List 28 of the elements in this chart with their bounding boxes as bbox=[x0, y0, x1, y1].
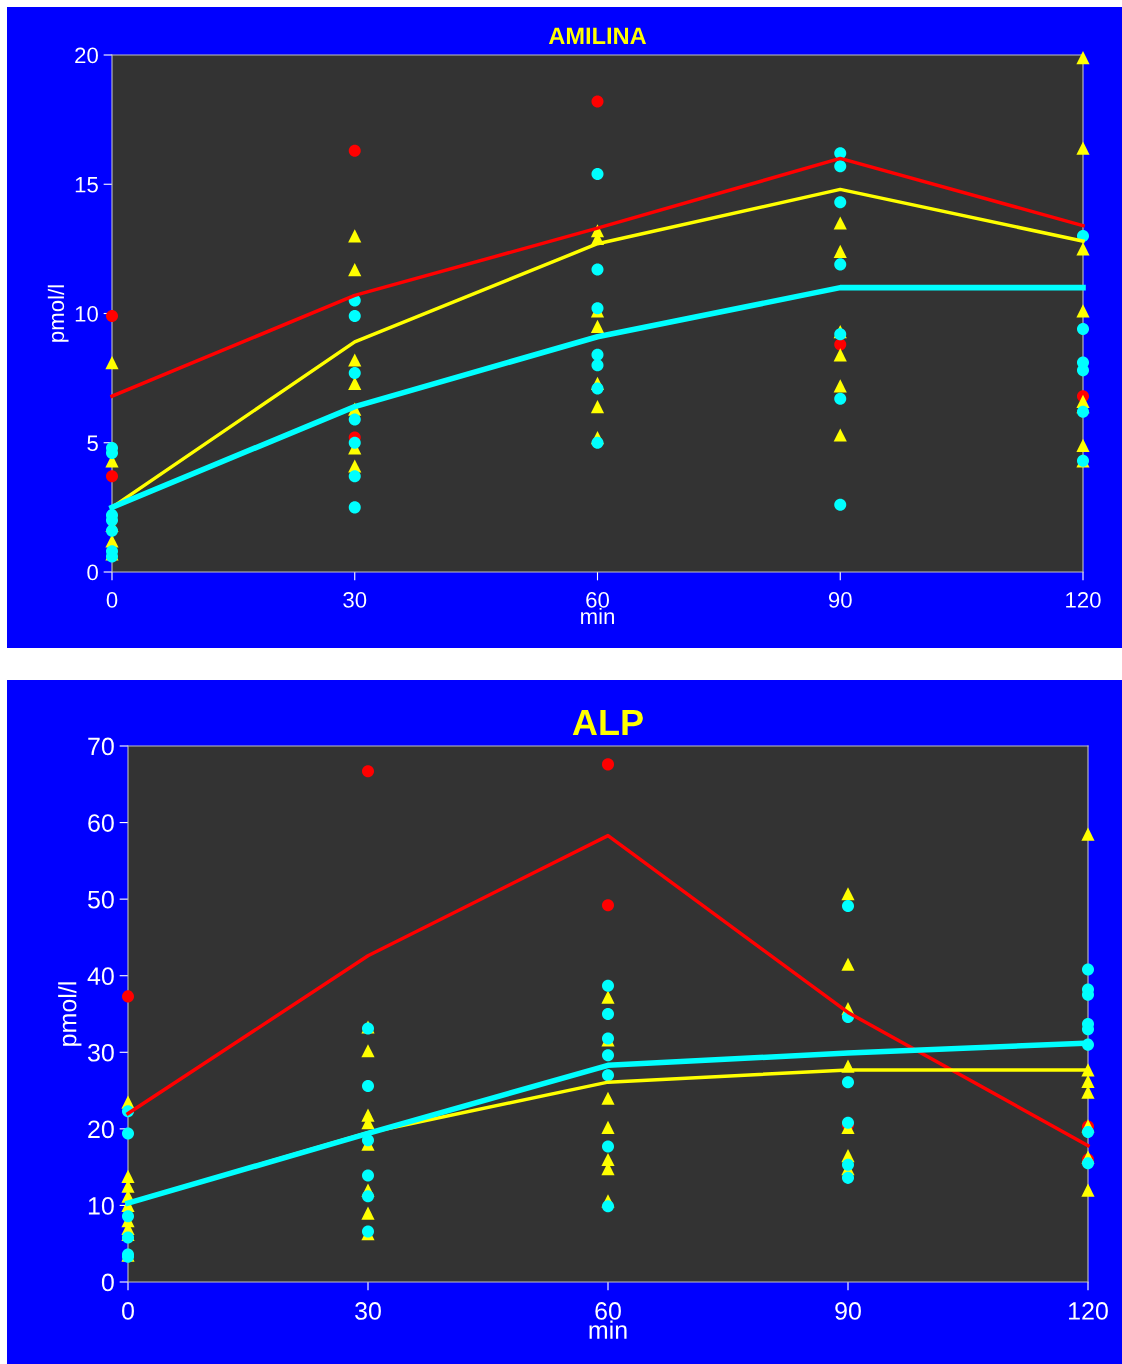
x-tick-label: 90 bbox=[828, 592, 852, 608]
x-tick-label: 0 bbox=[122, 1302, 134, 1320]
chart-title: AMILINA bbox=[548, 27, 647, 44]
x-tick-label: 30 bbox=[343, 592, 367, 608]
x-tick-label: 120 bbox=[1069, 1302, 1108, 1320]
x-tick-label: 120 bbox=[1066, 592, 1101, 608]
y-tick-label: 15 bbox=[75, 177, 98, 193]
x-tick-label: 30 bbox=[355, 1302, 381, 1320]
y-tick-label: 60 bbox=[88, 814, 114, 832]
y-axis-title: pmol/l bbox=[47, 285, 69, 342]
x-tick-label: 60 bbox=[586, 592, 609, 608]
y-tick-label: 30 bbox=[87, 1043, 114, 1062]
y-tick-label: 0 bbox=[101, 1273, 114, 1292]
y-tick-label: 70 bbox=[88, 737, 114, 756]
x-axis-title: min bbox=[589, 1320, 627, 1339]
y-tick-label: 5 bbox=[87, 435, 98, 452]
y-tick-label: 10 bbox=[75, 306, 98, 322]
y-axis-title: pmol/l bbox=[58, 982, 82, 1046]
y-tick-label: 50 bbox=[88, 890, 114, 909]
y-tick-label: 40 bbox=[87, 967, 114, 986]
x-axis-title: min bbox=[581, 607, 614, 625]
x-tick-label: 90 bbox=[835, 1302, 861, 1320]
chart-title: ALP bbox=[572, 710, 643, 735]
x-tick-label: 60 bbox=[595, 1302, 621, 1320]
y-tick-label: 10 bbox=[88, 1197, 114, 1215]
y-tick-label: 20 bbox=[88, 1120, 114, 1139]
y-tick-label: 0 bbox=[87, 564, 98, 581]
y-tick-label: 20 bbox=[75, 47, 98, 64]
